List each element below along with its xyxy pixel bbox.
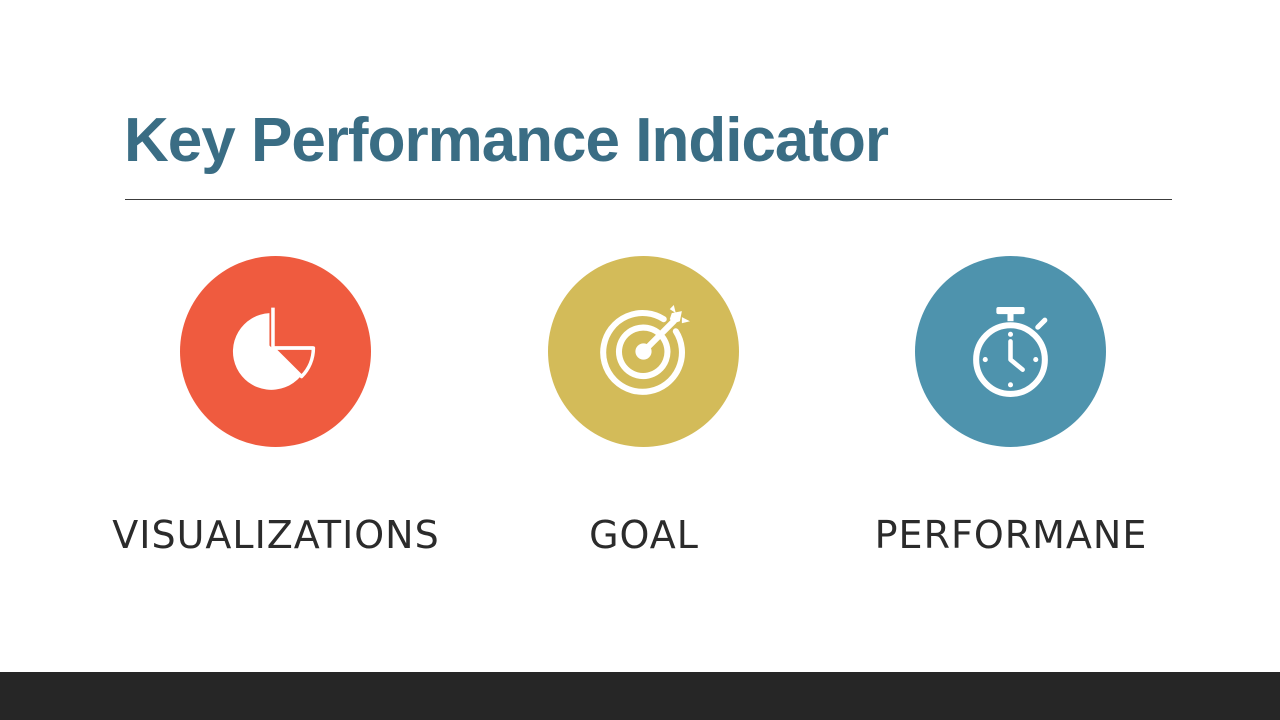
kpi-performane: PERFORMANE bbox=[841, 256, 1181, 566]
pie-chart-icon bbox=[232, 307, 316, 390]
kpi-circle-visualizations bbox=[180, 256, 371, 447]
slide-title: Key Performance Indicator bbox=[124, 106, 889, 175]
kpi-label-goal: GOAL bbox=[589, 513, 699, 557]
footer-bar bbox=[0, 672, 1280, 720]
kpi-label-visualizations: VISUALIZATIONS bbox=[112, 513, 440, 557]
stopwatch-icon bbox=[973, 307, 1048, 397]
kpi-goal: GOAL bbox=[474, 256, 814, 566]
kpi-label-performane: PERFORMANE bbox=[874, 513, 1148, 557]
title-divider bbox=[125, 199, 1172, 200]
target-icon bbox=[600, 305, 690, 395]
kpi-visualizations: VISUALIZATIONS bbox=[106, 256, 446, 566]
kpi-circle-performane bbox=[915, 256, 1106, 447]
kpi-circle-goal bbox=[548, 256, 739, 447]
